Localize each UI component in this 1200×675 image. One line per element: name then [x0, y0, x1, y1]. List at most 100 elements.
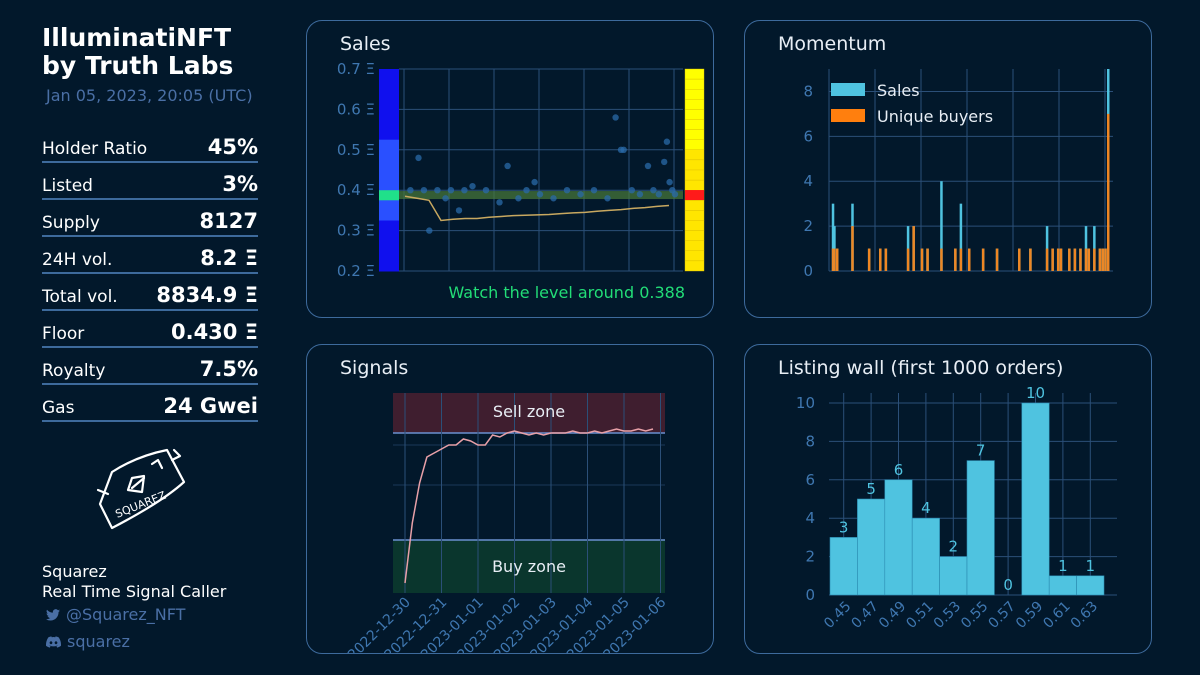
timestamp: Jan 05, 2023, 20:05 (UTC) [46, 86, 253, 105]
stat-label: 24H vol. [42, 250, 113, 270]
listing-bar [911, 517, 940, 596]
sale-point [644, 162, 652, 170]
buyers-bar [920, 248, 924, 271]
stat-value: 8.2 Ξ [200, 246, 258, 270]
heat-cell-right [684, 169, 705, 181]
sale-point [620, 146, 627, 153]
y-tick-label: 8 [803, 82, 813, 100]
sale-point [536, 191, 544, 198]
buyers-bar [831, 248, 835, 271]
heat-cell [379, 230, 399, 242]
buyers-bar [954, 248, 957, 271]
heat-cell [379, 210, 399, 221]
creator-tagline: Real Time Signal Caller [42, 582, 227, 601]
x-tick-label: 0.49 [876, 599, 909, 632]
y-tick-label: 6 [803, 127, 813, 145]
bar-value-label: 0 [1003, 576, 1013, 594]
bar-value-label: 1 [1058, 557, 1068, 575]
sale-point [523, 187, 530, 194]
signals-panel: Signals Sell zone Buy zone 2022-12-30 2022-… [306, 344, 714, 654]
sales-bar [959, 203, 963, 271]
creator-name: Squarez [42, 562, 107, 581]
stat-label: Gas [42, 398, 75, 418]
stat-gas: Gas 24 Gwei [42, 390, 258, 422]
y-tick-label: 0.4 Ξ [337, 181, 375, 199]
listing-wall-panel: Listing wall (first 1000 orders) 10 8 6 4 2 0… [744, 344, 1152, 654]
heat-cell [379, 250, 399, 262]
collection-title: IlluminatiNFT by Truth Labs [42, 24, 233, 80]
heat-cell [379, 79, 399, 90]
x-tick-label: 0.57 [986, 599, 1019, 632]
buyers-bar [1073, 248, 1077, 271]
y-tick-label: 0 [803, 262, 813, 280]
buyers-bar [995, 248, 999, 271]
sale-point [426, 227, 433, 234]
heat-cell-right [684, 230, 705, 241]
signature-logo: SQUAREZ [96, 448, 186, 530]
sale-point [504, 162, 511, 170]
legend-label-sales: Sales [877, 81, 920, 100]
stat-value: 24 Gwei [163, 394, 258, 418]
trend-line [404, 195, 670, 222]
sale-point [612, 114, 619, 121]
bar-value-label: 7 [976, 442, 986, 460]
listing-bar [1076, 575, 1105, 596]
buyers-bar [867, 248, 871, 271]
sale-point [628, 187, 635, 194]
heat-cell-right [684, 139, 705, 150]
stat-label: Total vol. [42, 287, 118, 307]
stat-royalty: Royalty 7.5% [42, 353, 258, 385]
heat-cell [379, 159, 399, 171]
bar-value-label: 5 [866, 480, 876, 498]
signals-title: Signals [340, 357, 409, 379]
sale-point [671, 191, 679, 198]
sale-point [455, 207, 463, 214]
heat-cell-right [684, 210, 705, 221]
heat-cell-right [684, 260, 705, 272]
buyers-bar [833, 248, 836, 271]
buyers-bar [1018, 248, 1021, 271]
sale-point [531, 178, 538, 186]
bar-value-label: 2 [949, 538, 959, 556]
sale-point [434, 187, 441, 194]
heat-cell-right [684, 149, 705, 161]
heat-cell [379, 89, 399, 100]
buyers-bar [1068, 248, 1071, 271]
stat-label: Royalty [42, 361, 106, 381]
discord-icon [46, 635, 61, 648]
buyers-bar [940, 248, 943, 271]
sale-point [496, 199, 503, 206]
listing-wall-title: Listing wall (first 1000 orders) [778, 357, 1064, 379]
x-tick-label: 0.53 [931, 599, 964, 632]
x-tick-label: 0.47 [849, 599, 882, 632]
bar-value-label: 3 [839, 518, 849, 536]
x-tick-label: 0.61 [1040, 599, 1073, 632]
heat-cell [379, 69, 399, 80]
buyers-bar [968, 248, 971, 271]
twitter-link[interactable]: @Squarez_NFT [46, 605, 185, 624]
buyers-bar [912, 226, 915, 271]
buyers-bar [926, 248, 929, 271]
sales-bar [940, 181, 943, 271]
sale-point [663, 138, 671, 145]
signature-text: SQUAREZ [114, 489, 169, 521]
x-tick-label: 0.45 [821, 599, 854, 632]
sale-point [636, 191, 644, 198]
discord-link[interactable]: squarez [46, 632, 130, 651]
buyers-bar [851, 226, 854, 271]
buyers-bar [981, 248, 985, 271]
heat-cell [379, 260, 399, 272]
y-tick-label: 8 [805, 432, 815, 450]
y-tick-label: 0.3 Ξ [337, 222, 375, 240]
stat-holder-ratio: Holder Ratio 45% [42, 131, 258, 163]
collection-by-line: by Truth Labs [42, 51, 234, 80]
stat-label: Holder Ratio [42, 139, 148, 159]
sale-point [655, 191, 662, 198]
listing-bar [884, 479, 913, 596]
sales-bar [831, 203, 835, 271]
heat-cell [379, 180, 399, 191]
buyers-bar [1093, 248, 1096, 271]
y-tick-label: 2 [803, 217, 813, 235]
buyers-bar [1045, 248, 1049, 271]
heat-cell-right [684, 250, 705, 262]
